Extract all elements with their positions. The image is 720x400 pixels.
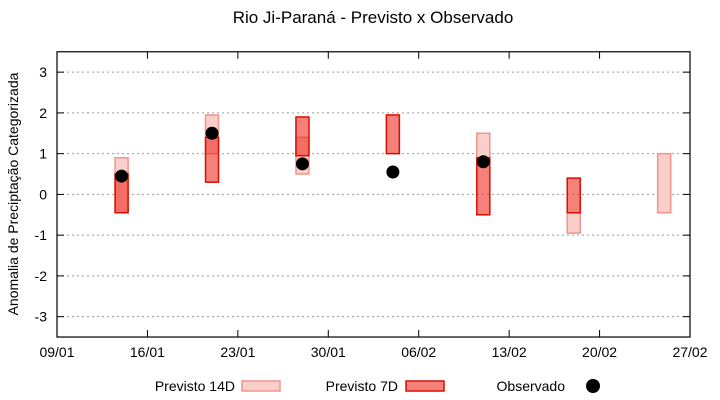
observado-swatch <box>586 379 600 393</box>
x-tick-label: 13/02 <box>492 344 527 360</box>
y-tick-label: 3 <box>39 64 47 80</box>
x-tick-label: 09/01 <box>39 344 74 360</box>
y-tick-label: 2 <box>39 105 47 121</box>
x-tick-labels: 09/01 16/01 23/01 30/01 06/02 13/02 20/02 27/02 <box>39 344 707 360</box>
chart-title: Rio Ji-Paraná - Previsto x Observado <box>233 8 514 27</box>
x-tick-label: 16/01 <box>130 344 165 360</box>
y-tick-label: 0 <box>39 186 47 202</box>
y-axis-title: Anomalia de Preciptação Categorizada <box>5 72 21 315</box>
observado-dot <box>205 126 219 140</box>
y-tick-label: -2 <box>35 268 48 284</box>
previsto-7d-swatch <box>405 380 445 392</box>
y-tick-label: 1 <box>39 146 47 162</box>
previsto-14d-bar <box>566 211 581 234</box>
y-tick-labels: 3 2 1 0 -1 -2 -3 <box>35 64 48 325</box>
previsto-7d-bar <box>385 114 401 155</box>
gridlines <box>57 71 690 318</box>
observado-dot <box>295 157 309 171</box>
previsto-7d-bar <box>204 136 220 183</box>
previsto-14d-bar <box>656 152 672 214</box>
previsto-14d-swatch <box>241 380 281 392</box>
x-tick-label: 30/01 <box>311 344 346 360</box>
legend-label-previsto-14d: Previsto 14D <box>155 378 235 394</box>
tick-marks <box>56 51 691 338</box>
x-tick-label: 27/02 <box>672 344 707 360</box>
x-tick-label: 06/02 <box>401 344 436 360</box>
previsto-7d-bar <box>566 177 581 214</box>
observado-dot <box>115 169 129 183</box>
observado-dot <box>476 155 490 169</box>
observado-dot <box>386 165 400 179</box>
legend: Previsto 14D Previsto 7D Observado <box>155 378 600 394</box>
x-tick-label: 20/02 <box>582 344 617 360</box>
previsto-7d-bar <box>295 116 310 157</box>
y-tick-label: -3 <box>35 309 48 325</box>
previsto-14d-bar <box>476 132 491 159</box>
x-tick-label: 23/01 <box>220 344 255 360</box>
y-tick-label: -1 <box>35 227 48 243</box>
legend-label-previsto-7d: Previsto 7D <box>326 378 398 394</box>
observed-dots <box>115 126 490 183</box>
legend-label-observado: Observado <box>497 378 566 394</box>
